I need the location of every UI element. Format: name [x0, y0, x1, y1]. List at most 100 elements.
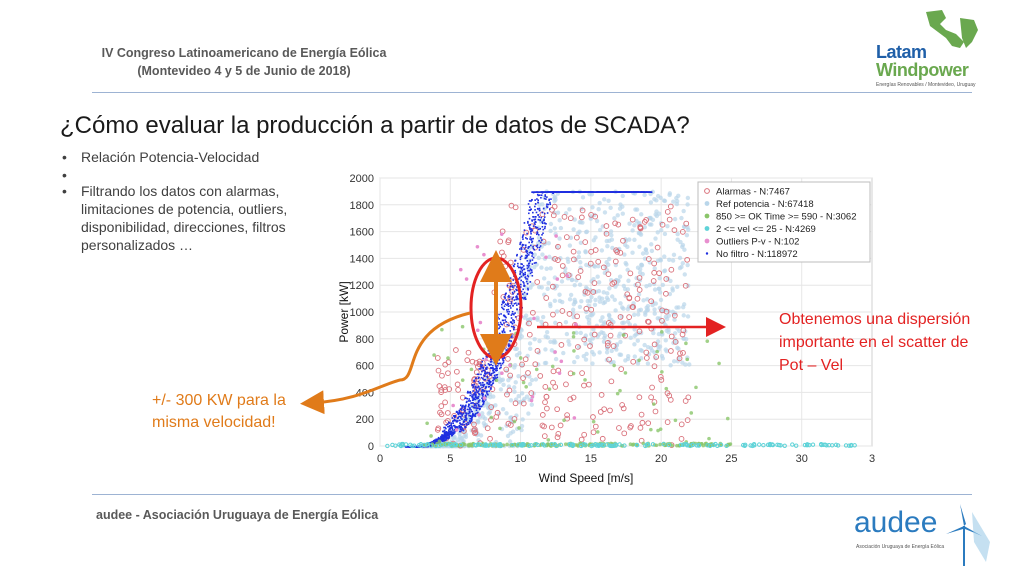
no-filtro-point [486, 372, 489, 374]
ref-potencia-point [635, 338, 640, 343]
ref-potencia-point [505, 433, 511, 439]
alarmas-point [619, 402, 625, 408]
ref-potencia-point [584, 351, 589, 357]
ref-potencia-point [606, 198, 611, 203]
alarmas-point [575, 344, 581, 350]
alarmas-point [671, 312, 678, 319]
no-filtro-point [514, 312, 516, 314]
no-filtro-point [534, 218, 537, 221]
no-filtro-point [443, 435, 445, 438]
ref-potencia-point [638, 347, 643, 353]
ref-potencia-point [587, 298, 593, 304]
no-filtro-point [641, 191, 643, 193]
alarmas-point [446, 386, 453, 392]
alarmas-point [616, 425, 622, 431]
alarmas-point [621, 430, 628, 437]
no-filtro-point [522, 238, 524, 240]
ref-potencia-point [599, 330, 604, 335]
ref-potencia-point [590, 205, 595, 210]
ref-potencia-point [623, 242, 628, 248]
ref-potencia-point [602, 333, 608, 338]
no-filtro-point [535, 221, 537, 223]
alarmas-point [636, 275, 643, 281]
no-filtro-point [529, 223, 532, 226]
no-filtro-point [532, 216, 535, 218]
ref-potencia-point [672, 331, 678, 336]
alarmas-point [575, 274, 582, 281]
ref-potencia-point [670, 288, 675, 293]
ref-potencia-point [560, 299, 565, 305]
no-filtro-point [443, 429, 446, 432]
ref-potencia-point [667, 257, 672, 263]
alarmas-point [461, 428, 467, 434]
alarmas-point [664, 419, 671, 425]
no-filtro-point [454, 416, 456, 419]
no-filtro-point [433, 439, 436, 442]
ref-potencia-point [535, 315, 540, 321]
alarmas-point [618, 366, 625, 372]
no-filtro-point [532, 225, 535, 227]
left-callout-arrow [300, 311, 471, 415]
ref-potencia-point [588, 312, 593, 318]
no-filtro-point [529, 260, 532, 262]
alarmas-point [579, 370, 585, 376]
no-filtro-point [530, 231, 532, 233]
alarmas-point [493, 414, 500, 420]
ref-potencia-point [512, 389, 517, 394]
no-filtro-point [493, 374, 496, 377]
no-filtro-point [465, 412, 467, 414]
no-filtro-point [534, 199, 536, 201]
ref-potencia-point [660, 356, 665, 361]
ref-potencia-point [540, 202, 545, 207]
ref-potencia-point [571, 227, 576, 232]
logo-tagline: Energías Renovables / Montevideo, Urugua… [876, 82, 976, 88]
no-filtro-point [458, 415, 460, 418]
no-filtro-point [543, 216, 546, 218]
no-filtro-point [440, 438, 443, 441]
no-filtro-point [443, 436, 446, 439]
alarmas-point [683, 220, 690, 227]
no-filtro-point [458, 424, 461, 427]
ref-potencia-point [607, 286, 612, 291]
ref-potencia-point [545, 335, 551, 340]
ref-potencia-point [625, 267, 630, 273]
no-filtro-point [463, 418, 466, 421]
no-filtro-point [512, 319, 515, 322]
no-filtro-point [439, 437, 442, 440]
ref-potencia-point [679, 215, 684, 221]
no-filtro-point [524, 273, 527, 276]
y-tick-label: 1200 [350, 280, 374, 292]
no-filtro-point [462, 412, 465, 415]
ref-potencia-point [513, 346, 518, 352]
no-filtro-point [521, 269, 524, 272]
ref-potencia-point [558, 256, 563, 261]
alarmas-point [592, 423, 599, 430]
no-filtro-point [489, 373, 491, 376]
ref-potencia-point [498, 387, 504, 392]
alarmas-point [534, 279, 541, 285]
alarmas-point [584, 289, 591, 296]
no-filtro-point [525, 237, 527, 239]
ref-potencia-point [481, 421, 487, 426]
y-tick-label: 0 [368, 441, 374, 453]
no-filtro-point [546, 196, 548, 198]
no-filtro-point [473, 380, 476, 383]
no-filtro-point [529, 268, 532, 270]
no-filtro-point [519, 286, 522, 288]
no-filtro-point [639, 191, 641, 193]
no-filtro-point [527, 266, 530, 268]
alarmas-point [629, 304, 636, 310]
no-filtro-point [544, 195, 547, 198]
no-filtro-point [496, 367, 498, 370]
alarmas-point [554, 434, 561, 441]
no-filtro-point [517, 266, 520, 269]
alarmas-point [588, 306, 595, 313]
ref-potencia-point [674, 201, 680, 207]
ref-potencia-point [662, 254, 667, 259]
no-filtro-point [512, 293, 514, 295]
ref-potencia-point [566, 259, 571, 265]
no-filtro-point [448, 422, 451, 424]
ref-potencia-point [632, 354, 638, 359]
ref-potencia-point [568, 235, 574, 240]
no-filtro-point [519, 272, 522, 274]
